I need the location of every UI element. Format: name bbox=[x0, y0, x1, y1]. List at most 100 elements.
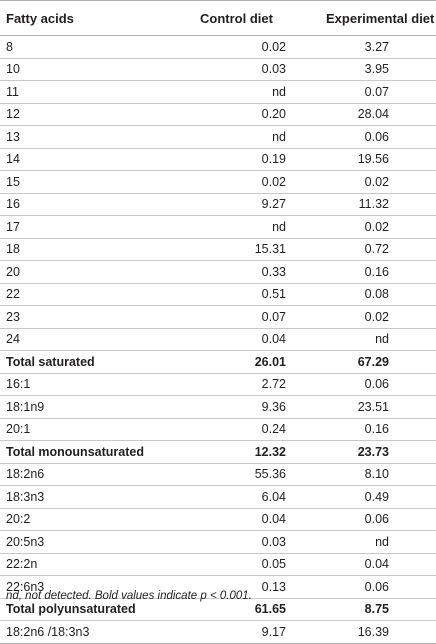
experimental-diet-cell: 19.56 bbox=[310, 148, 436, 171]
experimental-diet-cell: 0.16 bbox=[310, 418, 436, 441]
experimental-diet-value: 11.32 bbox=[358, 197, 389, 212]
table-row: 22:2n 0.05 0.04 bbox=[0, 553, 436, 576]
control-diet-value: 0.33 bbox=[261, 264, 286, 279]
control-diet-value: nd bbox=[272, 219, 286, 234]
fatty-acid-label: 13 bbox=[0, 125, 190, 149]
header-control-diet: Control diet bbox=[190, 0, 310, 36]
control-diet-cell: 0.02 bbox=[190, 170, 310, 194]
control-diet-cell: nd bbox=[190, 125, 310, 149]
control-diet-value: 26.01 bbox=[254, 354, 286, 369]
control-diet-cell: nd bbox=[190, 80, 310, 104]
table-row: 20:5n3 0.03 nd bbox=[0, 530, 436, 554]
control-diet-value: 0.02 bbox=[261, 39, 286, 54]
experimental-diet-cell: 0.04 bbox=[310, 553, 436, 576]
control-diet-value: 0.24 bbox=[261, 422, 286, 437]
experimental-diet-value: 23.73 bbox=[357, 444, 389, 459]
fatty-acid-label: 20:5n3 bbox=[0, 530, 190, 554]
control-diet-value: 9.27 bbox=[261, 197, 286, 212]
experimental-diet-value: 0.08 bbox=[364, 287, 389, 302]
experimental-diet-cell: 0.02 bbox=[310, 215, 436, 239]
experimental-diet-cell: nd bbox=[310, 328, 436, 351]
experimental-diet-cell: 28.04 bbox=[310, 103, 436, 126]
table-footnote: nd, not detected. Bold values indicate p… bbox=[6, 590, 252, 602]
fatty-acid-label: 18 bbox=[0, 238, 190, 261]
table-body: 8 0.02 3.27 10 0.03 3.95 11 nd 0.07 12 0.20 28.04 13… bbox=[0, 35, 436, 644]
fatty-acid-label: 14 bbox=[0, 148, 190, 171]
experimental-diet-value: 19.56 bbox=[357, 152, 389, 167]
table-row: 11 nd 0.07 bbox=[0, 80, 436, 104]
experimental-diet-cell: 23.51 bbox=[310, 395, 436, 419]
experimental-diet-value: 0.02 bbox=[364, 174, 389, 189]
experimental-diet-value: 3.27 bbox=[364, 39, 389, 54]
fatty-acid-label: 24 bbox=[0, 328, 190, 351]
control-diet-cell: nd bbox=[190, 215, 310, 239]
experimental-diet-cell: 3.95 bbox=[310, 58, 436, 81]
experimental-diet-value: nd bbox=[375, 534, 389, 549]
control-diet-value: 9.17 bbox=[261, 624, 286, 639]
table-row: Total saturated 26.01 67.29 bbox=[0, 350, 436, 374]
fatty-acid-label: 8 bbox=[0, 35, 190, 59]
control-diet-value: 0.03 bbox=[261, 62, 286, 77]
experimental-diet-value: 3.95 bbox=[364, 62, 389, 77]
table-row: 23 0.07 0.02 bbox=[0, 305, 436, 329]
control-diet-cell: 0.07 bbox=[190, 305, 310, 329]
experimental-diet-value: 0.06 bbox=[364, 129, 389, 144]
experimental-diet-value: 0.07 bbox=[364, 84, 389, 99]
experimental-diet-cell: 3.27 bbox=[310, 35, 436, 59]
fatty-acid-label: 20 bbox=[0, 260, 190, 284]
table-row: 18:1n9 9.36 23.51 bbox=[0, 395, 436, 419]
control-diet-value: 6.04 bbox=[261, 489, 286, 504]
control-diet-cell: 0.20 bbox=[190, 103, 310, 126]
table-row: 22 0.51 0.08 bbox=[0, 283, 436, 306]
fatty-acid-label: 16:1 bbox=[0, 373, 190, 396]
control-diet-cell: 0.24 bbox=[190, 418, 310, 441]
control-diet-cell: 9.36 bbox=[190, 395, 310, 419]
table-row: 18:3n3 6.04 0.49 bbox=[0, 485, 436, 509]
experimental-diet-cell: 0.72 bbox=[310, 238, 436, 261]
experimental-diet-cell: 0.06 bbox=[310, 508, 436, 531]
experimental-diet-cell: 0.06 bbox=[310, 575, 436, 599]
control-diet-value: 61.65 bbox=[254, 602, 286, 617]
experimental-diet-value: 0.04 bbox=[364, 557, 389, 572]
experimental-diet-cell: 16.39 bbox=[310, 620, 436, 644]
table-row: 24 0.04 nd bbox=[0, 328, 436, 351]
table-row: Total monounsaturated 12.32 23.73 bbox=[0, 440, 436, 464]
experimental-diet-value: 0.06 bbox=[364, 377, 389, 392]
fatty-acid-label: 12 bbox=[0, 103, 190, 126]
experimental-diet-value: 0.02 bbox=[364, 219, 389, 234]
experimental-diet-cell: 0.07 bbox=[310, 80, 436, 104]
experimental-diet-cell: 0.06 bbox=[310, 125, 436, 149]
fatty-acid-label: 23 bbox=[0, 305, 190, 329]
control-diet-value: nd bbox=[272, 84, 286, 99]
control-diet-cell: 0.02 bbox=[190, 35, 310, 59]
table-row: 18:2n6 /18:3n3 9.17 16.39 bbox=[0, 620, 436, 644]
control-diet-value: 0.13 bbox=[261, 579, 286, 594]
fatty-acid-label: 22:2n bbox=[0, 553, 190, 576]
control-diet-cell: 0.03 bbox=[190, 530, 310, 554]
control-diet-value: 0.04 bbox=[261, 512, 286, 527]
control-diet-cell: 2.72 bbox=[190, 373, 310, 396]
control-diet-cell: 0.05 bbox=[190, 553, 310, 576]
fatty-acid-label: 10 bbox=[0, 58, 190, 81]
table-row: 20 0.33 0.16 bbox=[0, 260, 436, 284]
fatty-acid-label: 22 bbox=[0, 283, 190, 306]
fatty-acid-label: Total saturated bbox=[0, 350, 190, 374]
control-diet-value: 15.31 bbox=[254, 242, 286, 257]
control-diet-value: 0.04 bbox=[261, 332, 286, 347]
control-diet-cell: 0.13 bbox=[190, 575, 310, 599]
table-header-row: Fatty acids Control diet Experimental di… bbox=[0, 0, 436, 36]
table-row: 10 0.03 3.95 bbox=[0, 58, 436, 81]
experimental-diet-value: 0.06 bbox=[364, 579, 389, 594]
experimental-diet-cell: 0.02 bbox=[310, 170, 436, 194]
control-diet-cell: 0.19 bbox=[190, 148, 310, 171]
control-diet-cell: 6.04 bbox=[190, 485, 310, 509]
experimental-diet-cell: 11.32 bbox=[310, 193, 436, 216]
table-row: 12 0.20 28.04 bbox=[0, 103, 436, 126]
experimental-diet-value: nd bbox=[375, 332, 389, 347]
experimental-diet-cell: 0.08 bbox=[310, 283, 436, 306]
control-diet-cell: 26.01 bbox=[190, 350, 310, 374]
experimental-diet-value: 0.06 bbox=[364, 512, 389, 527]
control-diet-value: 0.20 bbox=[261, 107, 286, 122]
